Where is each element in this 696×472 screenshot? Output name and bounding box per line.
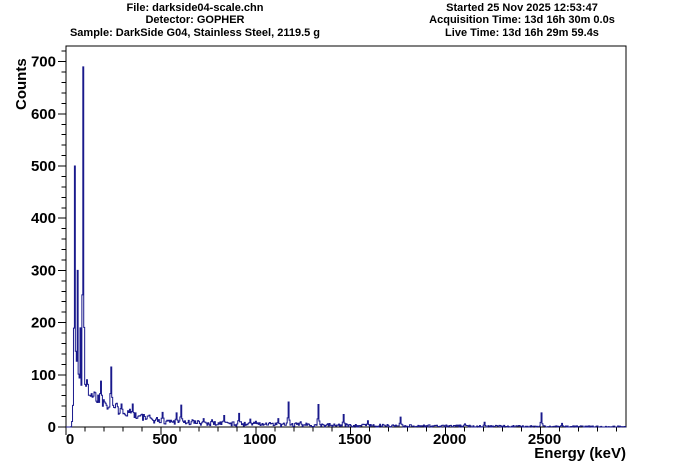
plot-border — [65, 45, 627, 428]
spectrum-line — [66, 66, 626, 428]
x-tick-label: 2500 — [528, 431, 561, 448]
x-tick-label: 500 — [152, 431, 177, 448]
x-tick-label: 1000 — [243, 431, 276, 448]
y-tick-label: 400 — [31, 210, 56, 227]
x-tick-label: 2000 — [433, 431, 466, 448]
acquisition-time: Acquisition Time: 13d 16h 30m 0.0s — [429, 14, 615, 27]
y-tick-label: 600 — [31, 106, 56, 123]
live-time: Live Time: 13d 16h 29m 59.4s — [445, 26, 599, 39]
y-tick-label: 700 — [31, 54, 56, 71]
x-tick-label: 1500 — [338, 431, 371, 448]
x-axis-title: Energy (keV) — [534, 445, 626, 462]
y-axis-title: Counts — [13, 58, 30, 110]
y-tick-label: 0 — [48, 419, 56, 436]
acquisition-info-header: Started 25 Nov 2025 12:53:47 Acquisition… — [418, 2, 626, 39]
sample-info: Sample: DarkSide G04, Stainless Steel, 2… — [69, 26, 321, 39]
y-tick-label: 100 — [31, 367, 56, 384]
y-tick-label: 300 — [31, 262, 56, 279]
file-name: File: darkside04-scale.chn — [126, 2, 264, 14]
y-tick-label: 200 — [31, 315, 56, 332]
y-tick-label: 500 — [31, 158, 56, 175]
x-tick-label: 0 — [66, 431, 74, 448]
file-info-header: File: darkside04-scale.chn Detector: GOP… — [53, 2, 337, 39]
detector-name: Detector: GOPHER — [145, 14, 245, 27]
start-time: Started 25 Nov 2025 12:53:47 — [446, 2, 598, 14]
